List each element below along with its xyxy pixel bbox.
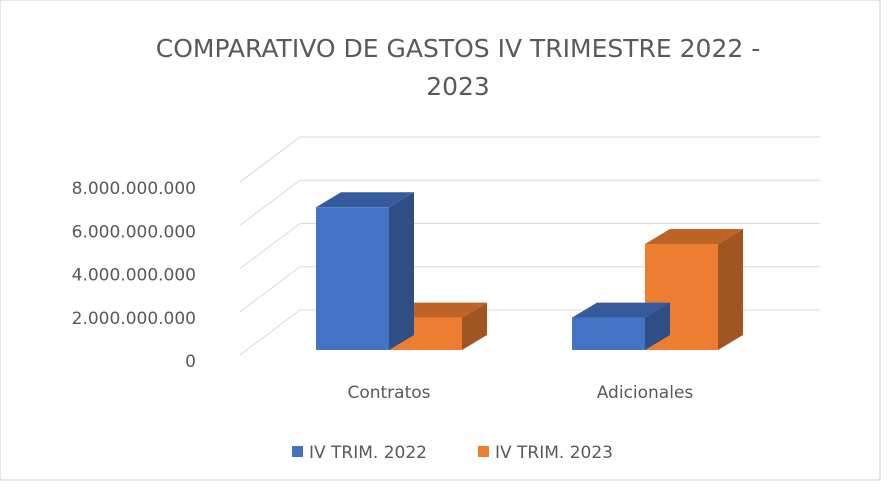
y-tick-label: 8.000.000.000 [72, 179, 196, 199]
bar-front [572, 317, 645, 350]
legend-swatch [292, 446, 303, 457]
y-tick-label: 0 [185, 352, 196, 372]
y-tick-label: 6.000.000.000 [72, 222, 196, 242]
bar [572, 302, 670, 350]
bar-top [645, 229, 743, 245]
bar-top [572, 302, 670, 318]
bar-front [316, 207, 389, 350]
x-tick-label: Adicionales [597, 383, 694, 403]
legend-label: IV TRIM. 2022 [309, 443, 427, 463]
grid-line [239, 223, 301, 269]
grid-line [239, 136, 301, 183]
chart-title: COMPARATIVO DE GASTOS IV TRIMESTRE 2022 … [156, 34, 760, 101]
bar [645, 229, 743, 350]
grid-line [239, 266, 301, 313]
grid-line [239, 309, 301, 356]
y-tick-label: 4.000.000.000 [72, 266, 196, 286]
grid-line [239, 179, 301, 226]
y-tick-label: 2.000.000.000 [72, 309, 196, 329]
legend-swatch [478, 446, 489, 457]
bar-side [645, 302, 670, 350]
bar [316, 192, 414, 350]
bar-side [389, 192, 414, 350]
bar-top [316, 192, 414, 208]
bar-side [718, 229, 743, 350]
x-tick-label: Contratos [347, 383, 430, 403]
bar-side [462, 302, 487, 350]
legend-label: IV TRIM. 2023 [495, 443, 613, 463]
